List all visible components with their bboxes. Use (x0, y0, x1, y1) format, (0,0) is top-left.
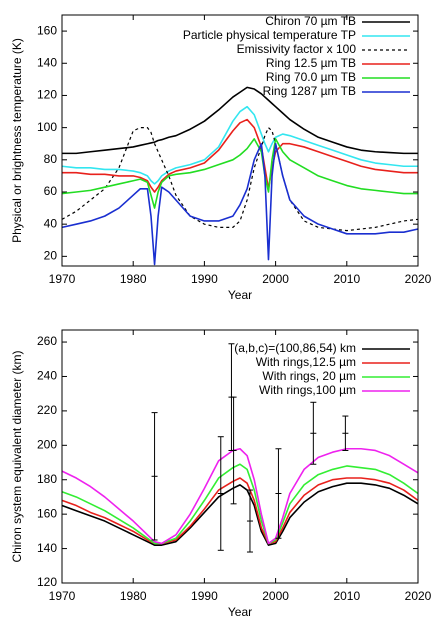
error-bar (217, 436, 224, 551)
x-tick-label: 2010 (333, 589, 360, 603)
series-line (61, 482, 419, 546)
x-axis-label: Year (228, 288, 252, 302)
x-tick-label: 2010 (333, 272, 360, 286)
y-tick-label: 140 (37, 541, 57, 555)
y-tick-label: 80 (44, 152, 58, 166)
series-line (62, 118, 418, 193)
x-tick-label: 1970 (49, 272, 76, 286)
series-line (61, 477, 419, 545)
y-tick-label: 40 (44, 216, 58, 230)
error-bar (246, 489, 253, 553)
x-tick-label: 2000 (262, 272, 289, 286)
x-tick-label: 1990 (191, 589, 218, 603)
x-tick-label: 1990 (191, 272, 218, 286)
x-axis-label: Year (228, 605, 252, 619)
x-tick-label: 2020 (405, 589, 432, 603)
error-bar (151, 412, 158, 541)
y-tick-label: 120 (37, 575, 57, 589)
error-bar (342, 415, 349, 451)
x-tick-label: 2000 (262, 589, 289, 603)
legend-label: With rings,100 µm (259, 383, 356, 397)
y-tick-label: 160 (37, 23, 57, 37)
legend-label: Ring 1287 µm TB (263, 84, 356, 98)
legend-label: Emissivity factor x 100 (237, 42, 357, 56)
x-tick-label: 1980 (120, 589, 147, 603)
y-tick-label: 260 (37, 334, 57, 348)
legend-label: Chiron 70 µm TB (265, 14, 356, 28)
error-bar (310, 401, 317, 465)
x-tick-label: 1970 (49, 589, 76, 603)
x-tick-label: 1980 (120, 272, 147, 286)
series-line (61, 127, 419, 232)
y-tick-label: 220 (37, 403, 57, 417)
y-axis-label: Chiron system equivalent diameter (km) (10, 350, 24, 562)
y-tick-label: 240 (37, 369, 57, 383)
series-line (61, 463, 419, 545)
y-tick-label: 20 (44, 249, 58, 263)
plot-frame (61, 14, 419, 267)
x-tick-label: 2020 (405, 272, 432, 286)
y-tick-label: 120 (37, 88, 57, 102)
series-line (61, 105, 418, 185)
legend-label: (a,b,c)=(100,86,54) km (234, 341, 356, 355)
y-tick-label: 200 (37, 437, 57, 451)
series-line (61, 142, 419, 266)
y-axis-label: Physical or brightness temperature (K) (10, 38, 24, 243)
y-tick-label: 160 (37, 506, 57, 520)
y-tick-label: 100 (37, 120, 57, 134)
y-tick-label: 180 (37, 472, 57, 486)
series-line (61, 447, 419, 545)
y-tick-label: 60 (44, 184, 58, 198)
legend-label: Particle physical temperature TP (183, 28, 356, 42)
legend-label: Ring 70.0 µm TB (266, 70, 356, 84)
error-bar (275, 448, 282, 539)
error-bar (230, 396, 237, 505)
legend-label: With rings,12.5 µm (256, 355, 356, 369)
plot-frame (61, 329, 419, 584)
y-tick-label: 140 (37, 55, 57, 69)
legend-label: With rings, 20 µm (262, 369, 356, 383)
series-line (62, 86, 418, 155)
legend-label: Ring 12.5 µm TB (266, 56, 356, 70)
series-line (61, 138, 418, 209)
